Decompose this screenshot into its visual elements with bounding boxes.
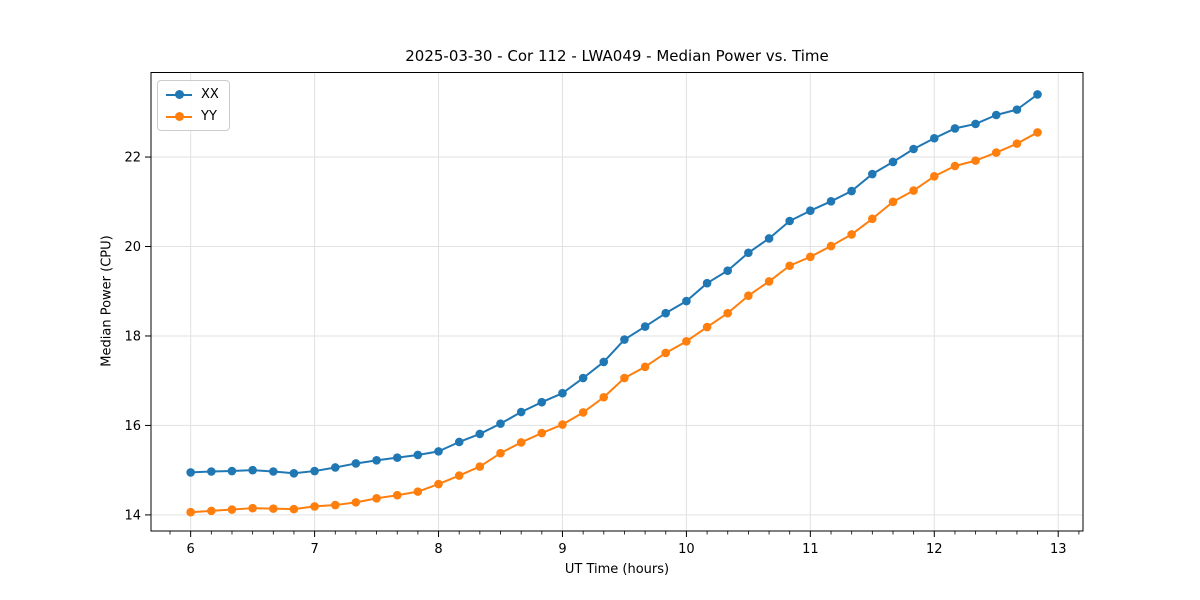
yy-line-marker-swatch xyxy=(166,108,192,125)
legend-item-xx: XX xyxy=(166,86,219,103)
svg-text:6: 6 xyxy=(187,542,195,557)
svg-text:9: 9 xyxy=(558,542,566,557)
legend-label-xx: XX xyxy=(201,87,219,102)
y-axis-label: Median Power (CPU) xyxy=(99,235,115,367)
legend-label-yy: YY xyxy=(201,109,217,124)
svg-text:7: 7 xyxy=(310,542,318,557)
x-axis-label: UT Time (hours) xyxy=(564,562,670,577)
svg-text:12: 12 xyxy=(926,542,943,557)
svg-text:18: 18 xyxy=(124,329,141,344)
svg-text:11: 11 xyxy=(802,542,819,557)
svg-text:13: 13 xyxy=(1050,542,1067,557)
svg-text:22: 22 xyxy=(124,151,141,166)
legend: XX YY xyxy=(157,80,230,131)
svg-text:8: 8 xyxy=(434,542,442,557)
xx-line-marker-swatch xyxy=(166,86,192,103)
chart-title: 2025-03-30 - Cor 112 - LWA049 - Median P… xyxy=(405,47,829,65)
svg-text:14: 14 xyxy=(124,508,141,523)
legend-item-yy: YY xyxy=(166,108,219,125)
svg-text:10: 10 xyxy=(678,542,695,557)
svg-text:16: 16 xyxy=(124,419,141,434)
svg-text:20: 20 xyxy=(124,240,141,255)
